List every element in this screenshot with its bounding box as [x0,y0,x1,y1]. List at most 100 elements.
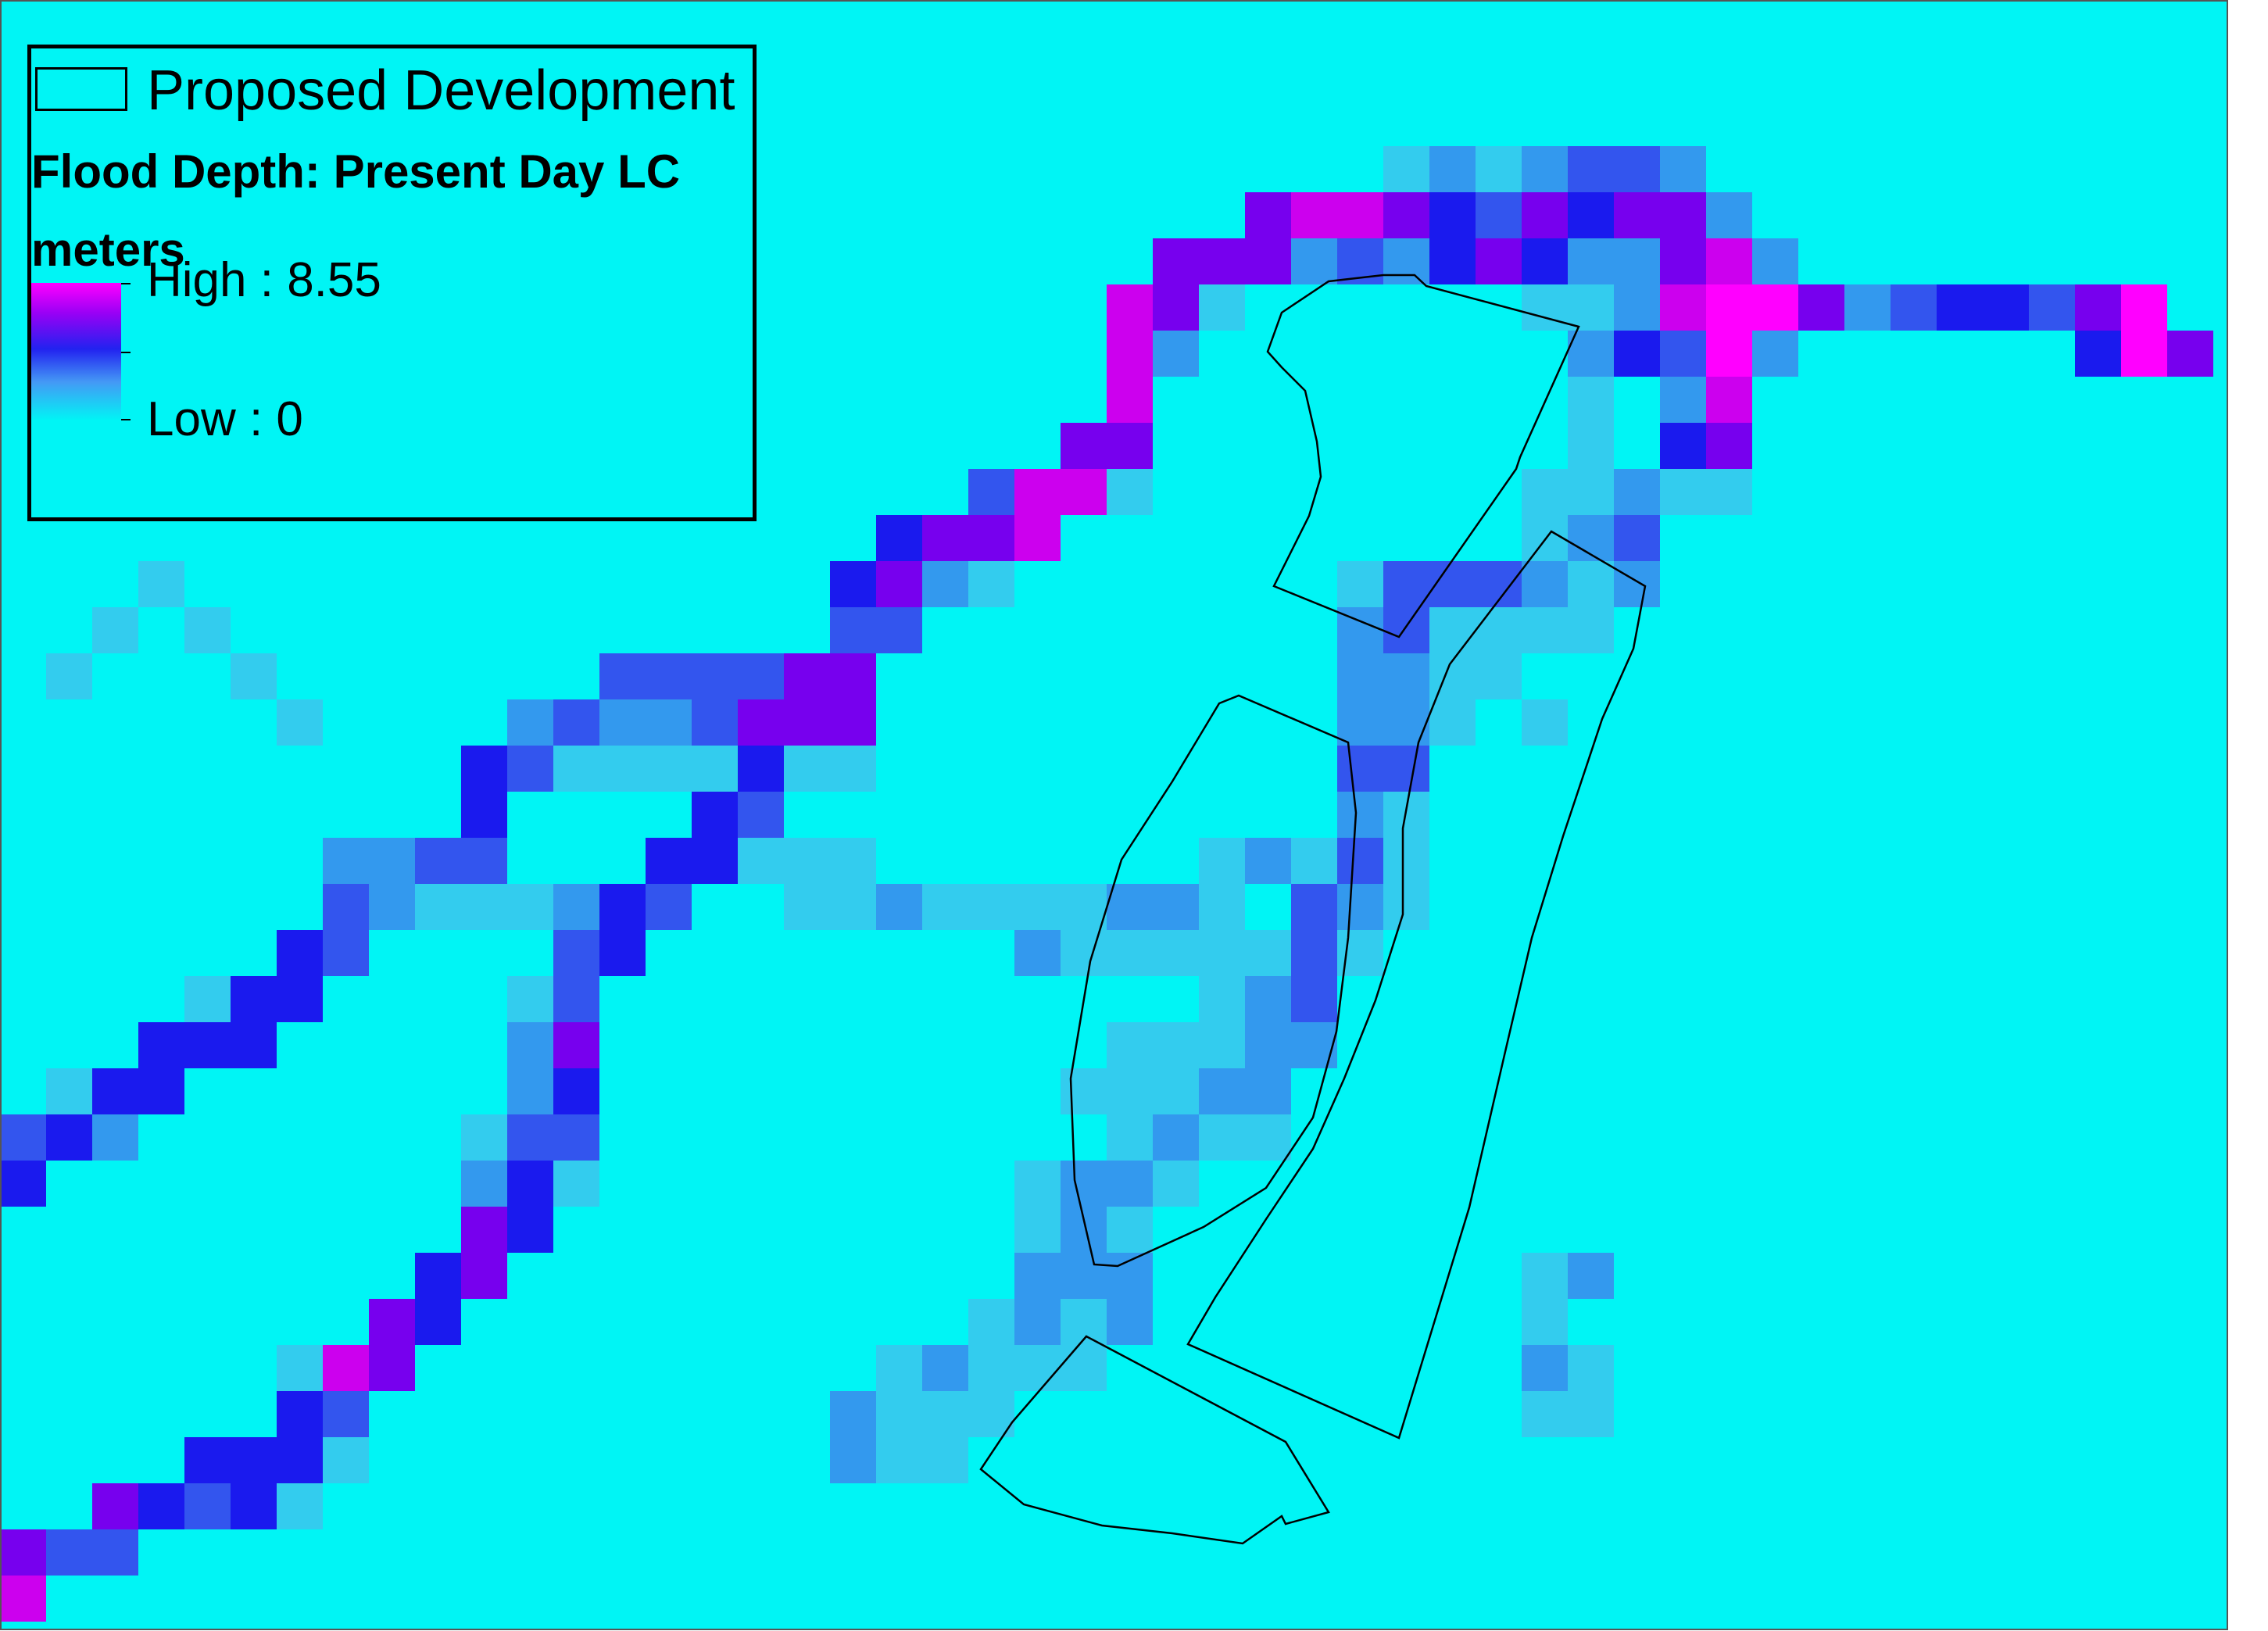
flood-cell [1061,1161,1107,1207]
flood-cell [1199,1114,1245,1161]
flood-cell [277,1483,323,1529]
flood-cell [369,838,415,884]
flood-cell [553,1114,599,1161]
flood-cell [646,699,692,746]
flood-cell [1107,1207,1153,1253]
flood-cell [461,1114,507,1161]
flood-cell [599,746,646,792]
flood-cell [599,884,646,930]
flood-cell [1660,331,1706,377]
flood-cell [1153,930,1199,976]
flood-cell [1706,284,1752,331]
flood-cell [1660,238,1706,284]
flood-cell [1706,238,1752,284]
flood-cell [1383,653,1429,699]
flood-cell [1522,1253,1568,1299]
flood-cell [92,1068,138,1114]
flood-cell [876,884,922,930]
flood-cell [1153,1161,1199,1207]
flood-cell [231,653,277,699]
flood-cell [1383,838,1429,884]
flood-cell [92,1529,138,1576]
flood-cell [1061,1299,1107,1345]
flood-cell [1199,284,1245,331]
flood-cell [1660,469,1706,515]
flood-cell [1061,469,1107,515]
flood-cell [1014,1253,1061,1299]
flood-cell [1107,469,1153,515]
flood-cell [1522,561,1568,607]
flood-cell [1061,423,1107,469]
flood-cell [1383,238,1429,284]
flood-cell [507,1022,553,1068]
flood-cell [830,607,876,653]
flood-cell [1568,284,1614,331]
flood-cell [1983,284,2029,331]
flood-cell [1522,699,1568,746]
flood-cell [922,1391,968,1437]
flood-cell [1291,238,1337,284]
flood-cell [1291,930,1337,976]
flood-cell [323,838,369,884]
flood-cell [1291,1022,1337,1068]
flood-cell [922,515,968,561]
flood-cell [184,976,231,1022]
flood-cell [46,653,92,699]
flood-cell [968,515,1014,561]
flood-cell [1107,1022,1153,1068]
flood-cell [876,607,922,653]
flood-cell [738,653,784,699]
flood-cell [1199,1068,1245,1114]
flood-cell [507,1068,553,1114]
ramp-low-label: Low : 0 [147,392,303,446]
flood-cell [553,1161,599,1207]
flood-cell [1337,746,1383,792]
flood-cell [1153,1068,1199,1114]
flood-cell [1383,746,1429,792]
flood-cell [46,1114,92,1161]
flood-cell [876,1345,922,1391]
flood-cell [138,1068,184,1114]
flood-cell [1245,1114,1291,1161]
flood-cell [46,1068,92,1114]
flood-cell [1245,1068,1291,1114]
flood-cell [1291,884,1337,930]
flood-cell [968,1299,1014,1345]
flood-cell [184,1483,231,1529]
ramp-tick-high [121,283,131,284]
flood-cell [876,1391,922,1437]
flood-cell [1107,284,1153,331]
flood-cell [1014,1299,1061,1345]
flood-cell [692,699,738,746]
flood-cell [507,976,553,1022]
flood-cell [1660,423,1706,469]
flood-cell [1291,976,1337,1022]
flood-cell [1245,930,1291,976]
flood-cell [1061,1207,1107,1253]
flood-cell [738,699,784,746]
flood-cell [1429,238,1476,284]
flood-cell [1614,561,1660,607]
flood-cell [1107,884,1153,930]
flood-cell [1844,284,1891,331]
flood-cell [323,930,369,976]
flood-cell [1383,884,1429,930]
flood-cell [830,561,876,607]
flood-cell [1245,1022,1291,1068]
flood-cell [1107,377,1153,423]
flood-cell [231,976,277,1022]
flood-cell [1245,976,1291,1022]
flood-cell [1660,146,1706,192]
flood-cell [876,1437,922,1483]
flood-cell [1568,192,1614,238]
flood-cell [1937,284,1983,331]
flood-cell [1522,238,1568,284]
flood-cell [692,838,738,884]
flood-cell [1429,192,1476,238]
flood-cell [138,1022,184,1068]
flood-cell [1291,838,1337,884]
flood-cell [1614,192,1660,238]
flood-cell [1706,331,1752,377]
flood-cell [323,1437,369,1483]
flood-cell [1522,146,1568,192]
